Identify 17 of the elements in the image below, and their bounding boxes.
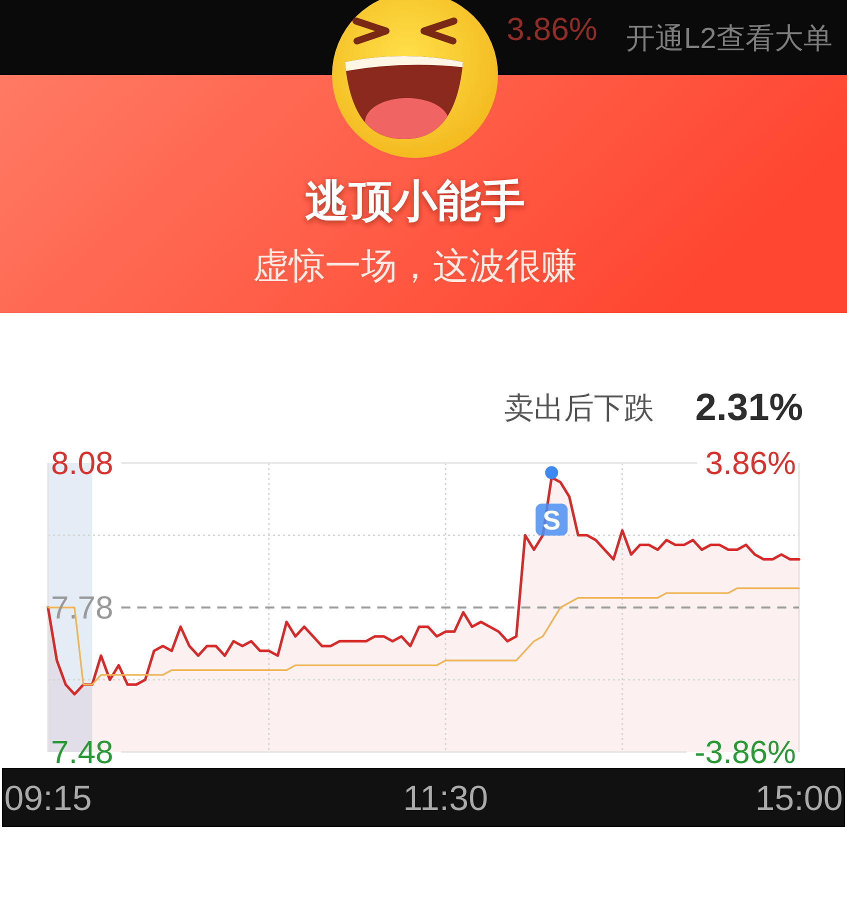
annotation-marker: S <box>536 466 568 536</box>
x-tick-label: 11:30 <box>403 779 488 818</box>
annotation: S <box>542 506 561 536</box>
line-series <box>47 587 800 686</box>
y2-tick-label: 3.86% <box>705 445 796 481</box>
text: 卖出后下跌 <box>504 392 654 425</box>
x-tick-label: 15:00 <box>755 779 843 818</box>
text: 开通L2查看大单 <box>626 23 832 55</box>
y-tick-label: 7.78 <box>51 590 114 626</box>
text: 3.86% <box>506 11 598 47</box>
y-tick-label: 7.48 <box>51 734 114 770</box>
text: 2.31% <box>695 387 803 429</box>
chart-title: 逃顶小能手 <box>305 177 525 226</box>
y2-tick-label: -3.86% <box>694 734 796 770</box>
x-tick-label: 09:15 <box>4 779 92 818</box>
chart-subtitle: 虚惊一场，这波很赚 <box>253 245 577 286</box>
y-tick-label: 8.08 <box>51 445 114 481</box>
